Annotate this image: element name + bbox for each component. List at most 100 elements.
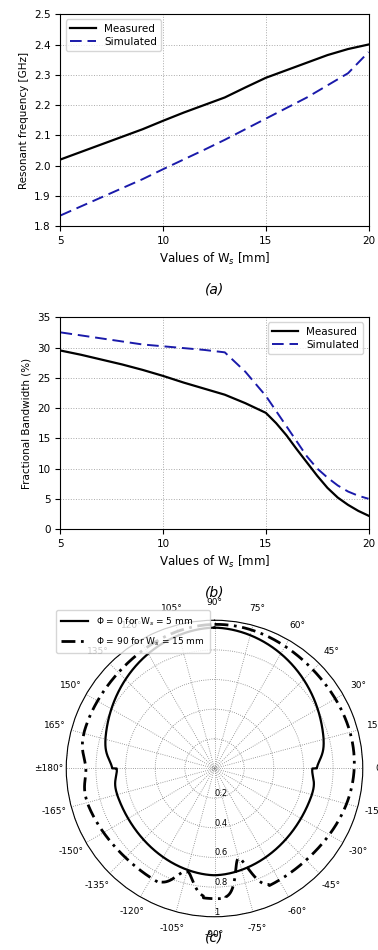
Measured [325, 483, 330, 494]
Φ = 90 for W$_s$ = 15 mm [125, 853, 129, 864]
Measured [366, 39, 371, 50]
Measured [79, 146, 83, 158]
Line: Φ = 90 for W$_s$ = 15 mm: Φ = 90 for W$_s$ = 15 mm [82, 624, 354, 899]
Simulated [99, 192, 104, 203]
Simulated [263, 390, 268, 402]
Simulated [346, 67, 350, 79]
Simulated [243, 366, 248, 377]
Simulated [366, 493, 371, 504]
Φ = 0 for W$_s$ = 5 mm [150, 843, 155, 854]
Measured [263, 408, 268, 419]
Measured [243, 397, 248, 408]
Measured [366, 510, 371, 522]
Simulated [202, 344, 206, 355]
Φ = 90 for W$_s$ = 15 mm [349, 732, 353, 743]
Measured [181, 377, 186, 389]
Simulated [305, 92, 309, 104]
Simulated [366, 47, 371, 58]
Simulated [58, 210, 63, 221]
Simulated [120, 182, 124, 194]
Measured [284, 65, 289, 76]
Legend: Measured, Simulated: Measured, Simulated [66, 19, 161, 51]
X-axis label: Values of W$_s$ [mm]: Values of W$_s$ [mm] [159, 252, 270, 267]
Y-axis label: Fractional Bandwidth (%): Fractional Bandwidth (%) [22, 357, 32, 488]
Measured [161, 115, 166, 126]
Y-axis label: Resonant frequency [GHz]: Resonant frequency [GHz] [19, 51, 29, 189]
Measured [202, 100, 206, 111]
Line: Simulated: Simulated [60, 332, 369, 499]
Simulated [181, 342, 186, 353]
Line: Simulated: Simulated [60, 52, 369, 216]
Simulated [223, 134, 227, 145]
Simulated [263, 113, 268, 124]
Simulated [346, 485, 350, 497]
Measured [202, 383, 206, 394]
Line: Measured: Measured [60, 45, 369, 160]
Φ = 90 for W$_s$ = 15 mm [212, 618, 216, 630]
Simulated [140, 174, 145, 185]
Measured [346, 499, 350, 510]
Simulated [356, 490, 361, 502]
Measured [346, 44, 350, 55]
Φ = 90 for W$_s$ = 15 mm [348, 788, 352, 800]
Measured [263, 72, 268, 84]
Text: (a): (a) [205, 282, 224, 296]
Measured [336, 492, 340, 504]
Measured [243, 82, 248, 93]
Φ = 90 for W$_s$ = 15 mm [236, 852, 241, 864]
Φ = 0 for W$_s$ = 5 mm [311, 781, 316, 792]
Measured [79, 349, 83, 360]
Measured [58, 345, 63, 356]
Simulated [79, 200, 83, 212]
Measured [223, 92, 227, 104]
Measured [181, 107, 186, 119]
Φ = 0 for W$_s$ = 5 mm [212, 622, 217, 634]
X-axis label: Values of W$_s$ [mm]: Values of W$_s$ [mm] [159, 554, 270, 570]
Measured [120, 131, 124, 142]
Simulated [305, 450, 309, 462]
Legend: Φ = 0 for W$_s$ = 5 mm, Φ = 90 for W$_s$ = 15 mm: Φ = 0 for W$_s$ = 5 mm, Φ = 90 for W$_s$… [56, 610, 210, 653]
Simulated [202, 144, 206, 156]
Simulated [243, 124, 248, 135]
Φ = 90 for W$_s$ = 15 mm [135, 649, 139, 660]
Measured [305, 57, 309, 68]
Measured [294, 444, 299, 455]
Simulated [336, 480, 340, 491]
Text: (b): (b) [205, 585, 224, 599]
Measured [140, 364, 145, 375]
Simulated [58, 327, 63, 338]
Simulated [325, 472, 330, 484]
Measured [315, 470, 319, 482]
Line: Φ = 0 for W$_s$ = 5 mm: Φ = 0 for W$_s$ = 5 mm [105, 628, 324, 875]
Measured [325, 49, 330, 61]
Measured [120, 359, 124, 371]
Φ = 0 for W$_s$ = 5 mm [212, 622, 217, 634]
Φ = 0 for W$_s$ = 5 mm [321, 738, 326, 750]
Φ = 90 for W$_s$ = 15 mm [212, 618, 217, 630]
Simulated [79, 330, 83, 341]
Measured [284, 429, 289, 441]
Simulated [274, 406, 278, 417]
Simulated [161, 341, 166, 352]
Simulated [99, 332, 104, 344]
Φ = 0 for W$_s$ = 5 mm [212, 622, 216, 634]
Simulated [325, 80, 330, 91]
Simulated [181, 154, 186, 165]
Simulated [223, 347, 227, 358]
Simulated [284, 103, 289, 114]
Simulated [161, 163, 166, 175]
Measured [356, 505, 361, 517]
Measured [274, 417, 278, 428]
Measured [223, 389, 227, 400]
Measured [58, 154, 63, 165]
Simulated [120, 335, 124, 347]
Simulated [315, 463, 319, 474]
Φ = 90 for W$_s$ = 15 mm [212, 618, 217, 630]
Measured [161, 370, 166, 382]
Φ = 90 for W$_s$ = 15 mm [135, 863, 139, 874]
Φ = 0 for W$_s$ = 5 mm [143, 835, 147, 846]
Measured [305, 457, 309, 468]
Legend: Measured, Simulated: Measured, Simulated [268, 322, 363, 354]
Simulated [284, 421, 289, 432]
Text: (c): (c) [205, 930, 224, 944]
